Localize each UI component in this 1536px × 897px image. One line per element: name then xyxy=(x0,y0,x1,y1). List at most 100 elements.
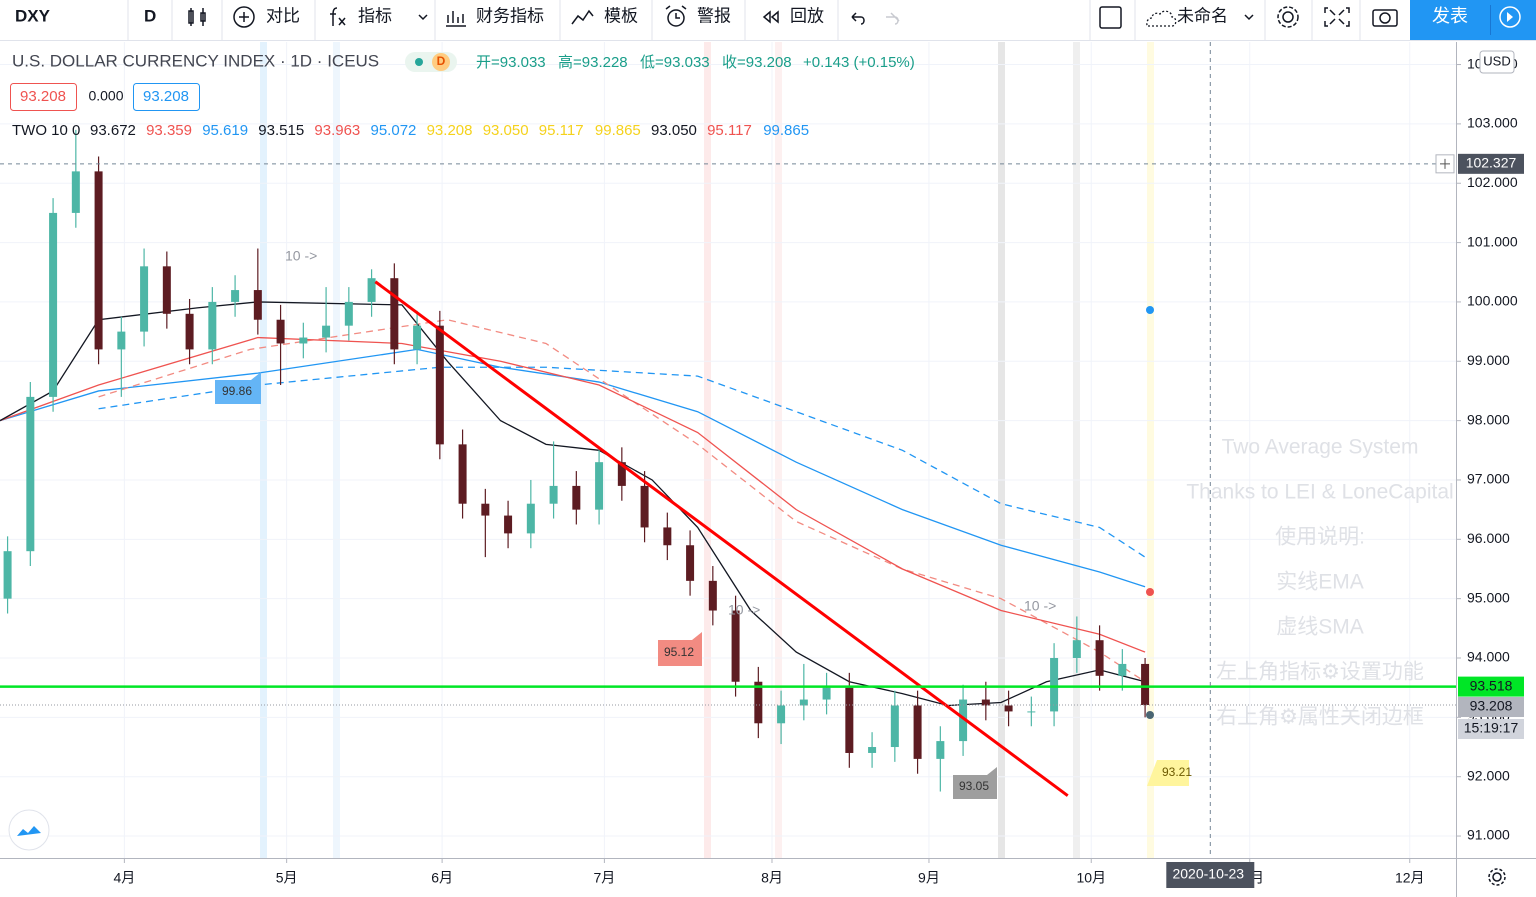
watermark-line: Thanks to LEI & LoneCapital xyxy=(1186,481,1453,504)
candle-body xyxy=(1141,663,1150,706)
candle-body xyxy=(390,278,399,350)
annotation: 10 -> xyxy=(728,602,760,618)
price-tag-label: 95.12 xyxy=(664,645,694,659)
y-tick-label: 98.000 xyxy=(1467,411,1510,427)
y-tick-label: 91.000 xyxy=(1467,827,1510,843)
plot: 10 -> 10 -> 10 -> 99.86 95.12 93.05 93.21 xyxy=(0,42,1456,858)
price-tag xyxy=(1147,752,1189,786)
bid-box[interactable] xyxy=(10,83,77,111)
candle-body xyxy=(162,266,171,314)
candle-body xyxy=(1095,640,1104,676)
marker xyxy=(1146,306,1154,314)
candle-body xyxy=(140,266,149,332)
price-tag-label: 93.05 xyxy=(959,779,989,793)
candle-body xyxy=(1072,640,1081,659)
high-value: 高=93.228 xyxy=(558,54,628,71)
price-tag xyxy=(215,372,261,404)
candle-body xyxy=(253,290,262,320)
candle-body xyxy=(708,580,717,611)
price-tag xyxy=(953,767,997,799)
candle-body xyxy=(822,687,831,700)
candle-body xyxy=(504,515,513,534)
x-tick-label: 5月 xyxy=(276,870,298,886)
bid[interactable]: 93.208 xyxy=(20,88,66,105)
candle-body xyxy=(959,699,968,742)
indicators-button[interactable]: 指标 xyxy=(358,6,392,25)
layout-name[interactable]: 未命名 xyxy=(1177,6,1228,25)
candle-body xyxy=(981,699,990,706)
compare-button[interactable]: 对比 xyxy=(266,6,300,25)
candle-body xyxy=(94,171,103,350)
candle-body xyxy=(868,747,877,753)
low-value: 低=93.033 xyxy=(640,54,710,71)
candle-body xyxy=(117,331,126,350)
replay-button[interactable]: 回放 xyxy=(790,6,824,25)
x-tick-label: 10月 xyxy=(1076,870,1106,886)
y-tick-label: 101.000 xyxy=(1467,233,1518,249)
marker xyxy=(1146,588,1154,596)
watermark: Two Average System Thanks to LEI & LoneCa… xyxy=(1186,436,1453,729)
candle-body xyxy=(913,705,922,759)
watermark-line: 实线EMA xyxy=(1276,571,1364,594)
financials-button[interactable]: 财务指标 xyxy=(476,6,544,25)
candle-body xyxy=(1004,705,1013,712)
level-price-label: 93.518 xyxy=(1470,677,1513,693)
candle-body xyxy=(1027,711,1036,713)
candle-body xyxy=(435,325,444,445)
publish-label[interactable]: 发表 xyxy=(1432,6,1468,26)
y-tick-label: 102.000 xyxy=(1467,174,1518,190)
y-tick-label: 95.000 xyxy=(1467,589,1510,605)
indicator-value: 93.050 xyxy=(651,122,697,139)
open-value: 开=93.033 xyxy=(476,54,546,71)
candle-body xyxy=(595,462,604,510)
candle-body xyxy=(890,705,899,748)
watermark-line: 右上角⚙属性关闭边框 xyxy=(1216,706,1424,729)
indicator-values: 93.672 93.359 95.619 93.515 93.963 95.072 93.2… xyxy=(90,122,809,139)
axis-tags: 102.327 93.518 93.208 15:19:17 USD 2020-10-23 xyxy=(1166,50,1524,888)
publish-button[interactable] xyxy=(1410,0,1490,40)
indicator-value: 95.117 xyxy=(539,122,584,139)
watermark-line: 左上角指标⚙设置功能 xyxy=(1216,661,1424,684)
change-value: +0.143 (+0.15%) xyxy=(803,54,915,71)
candle-body xyxy=(367,278,376,302)
candle-body xyxy=(1050,658,1059,712)
annotation: 10 -> xyxy=(1024,598,1056,614)
candle-body xyxy=(208,301,217,350)
level-price xyxy=(1458,676,1524,697)
crosshair-price-label: 102.327 xyxy=(1466,155,1517,171)
fullscreen-button[interactable] xyxy=(1490,0,1536,40)
countdown-label: 15:19:17 xyxy=(1464,720,1519,736)
indicator-value: 95.072 xyxy=(371,122,417,139)
y-tick-label: 94.000 xyxy=(1467,649,1510,665)
candle-body xyxy=(185,313,194,350)
symbol[interactable]: DXY xyxy=(15,6,51,25)
x-tick-label: 12月 xyxy=(1395,870,1425,886)
ask-box[interactable] xyxy=(133,83,200,111)
indicator-name: TWO 10 0 xyxy=(12,122,80,139)
candle-body xyxy=(26,396,35,552)
ask[interactable]: 93.208 xyxy=(143,88,189,105)
alert-button[interactable]: 警报 xyxy=(697,6,731,25)
symbol-title: U.S. DOLLAR CURRENCY INDEX · 1D · ICEUS xyxy=(12,51,379,70)
currency-box[interactable] xyxy=(1479,50,1515,74)
candle-body xyxy=(413,325,422,350)
candle-body xyxy=(458,444,467,504)
candle-body xyxy=(231,290,240,302)
templates-button[interactable]: 模板 xyxy=(604,6,638,25)
candle-body xyxy=(526,503,535,534)
y-tick-label: 99.000 xyxy=(1467,352,1510,368)
y-tick-label: 100.000 xyxy=(1467,293,1518,309)
candle-body xyxy=(799,699,808,706)
candle-body xyxy=(663,527,672,546)
logo[interactable] xyxy=(8,809,50,851)
watermark-line: 虚线SMA xyxy=(1276,616,1364,639)
interval[interactable]: D xyxy=(144,6,156,25)
indicator-value: 95.117 xyxy=(707,122,752,139)
last-price xyxy=(1458,697,1524,718)
moving-average xyxy=(98,366,1146,558)
price-tag xyxy=(658,632,702,666)
candle-body xyxy=(1118,663,1127,676)
price-tag-label: 99.86 xyxy=(222,384,252,398)
annotation: 10 -> xyxy=(285,248,317,264)
